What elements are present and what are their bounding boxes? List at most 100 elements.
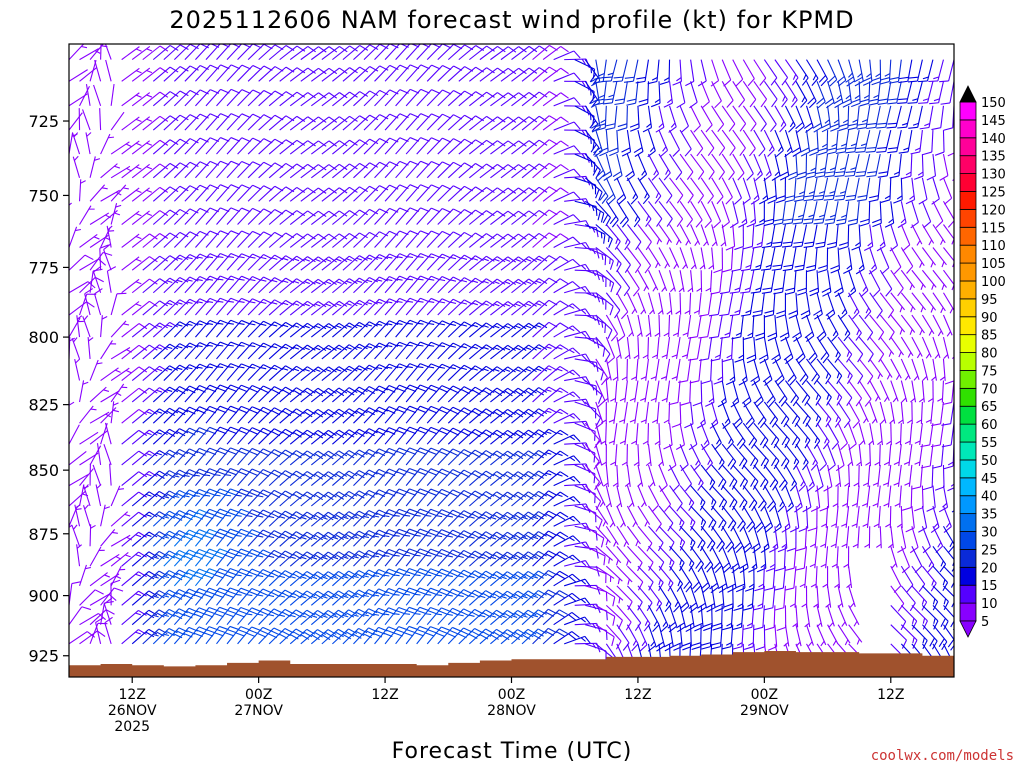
wind-barb xyxy=(226,587,250,606)
wind-barb xyxy=(332,322,358,338)
wind-barb xyxy=(321,429,348,445)
credit-link[interactable]: coolwx.com/models xyxy=(871,748,1014,764)
wind-barb xyxy=(247,509,272,527)
wind-barb xyxy=(289,233,316,248)
wind-barb xyxy=(300,164,327,179)
wind-barb xyxy=(85,132,92,155)
wind-barb xyxy=(300,471,327,487)
wind-barb xyxy=(131,322,158,338)
wind-barb xyxy=(405,405,430,424)
wind-barb xyxy=(121,511,147,527)
wind-barb xyxy=(152,510,178,527)
wind-barb xyxy=(121,187,142,202)
wind-barb xyxy=(76,315,83,338)
wind-barb xyxy=(163,138,189,155)
wind-barb xyxy=(247,320,273,338)
x-tick-label: 00Z xyxy=(498,687,525,703)
wind-barb xyxy=(205,587,229,606)
wind-barb xyxy=(310,387,337,403)
wind-barb xyxy=(103,444,112,466)
wind-barb xyxy=(152,209,179,225)
wind-barb xyxy=(72,132,81,155)
wind-barb xyxy=(74,504,81,527)
wind-barb xyxy=(131,408,158,424)
wind-barb xyxy=(237,320,262,338)
wind-barb xyxy=(310,551,337,567)
wind-barb xyxy=(205,341,230,360)
wind-barb xyxy=(226,384,251,403)
wind-barb xyxy=(69,378,70,381)
colorbar-segment xyxy=(959,459,977,479)
wind-barb xyxy=(216,587,240,606)
wind-barb xyxy=(237,607,261,626)
colorbar-label: 65 xyxy=(981,400,998,415)
wind-barb xyxy=(216,606,240,626)
wind-barb xyxy=(353,138,379,155)
wind-barb xyxy=(152,162,179,179)
wind-barb xyxy=(205,384,230,403)
wind-barb xyxy=(289,471,316,487)
wind-barb xyxy=(142,511,168,527)
wind-barb xyxy=(237,468,261,486)
wind-barb xyxy=(104,44,112,60)
wind-barb xyxy=(173,65,199,82)
wind-barb xyxy=(300,429,327,445)
colorbar-max-arrow xyxy=(959,85,977,103)
y-tick-label: 875 xyxy=(28,525,59,544)
wind-barb xyxy=(152,449,178,466)
wind-barb xyxy=(353,114,379,131)
wind-barb xyxy=(237,529,261,547)
wind-barb xyxy=(82,315,91,338)
wind-barb xyxy=(289,366,316,381)
wind-barb xyxy=(142,67,169,82)
wind-barb xyxy=(110,401,119,424)
wind-barb xyxy=(110,203,122,225)
wind-barb xyxy=(342,490,368,507)
wind-barb xyxy=(103,597,113,625)
colorbar-label: 150 xyxy=(981,96,1006,111)
wind-barb xyxy=(342,299,368,316)
wind-barb xyxy=(247,468,272,486)
wind-barb xyxy=(131,531,158,547)
wind-barb xyxy=(110,579,121,606)
wind-barb xyxy=(131,140,153,155)
wind-barb xyxy=(310,301,337,316)
wind-barb xyxy=(69,424,80,445)
y-tick-label: 850 xyxy=(28,461,59,480)
wind-barb xyxy=(405,341,430,360)
wind-barb xyxy=(279,67,306,82)
wind-barb xyxy=(216,384,240,403)
wind-barb xyxy=(121,233,142,248)
wind-barb xyxy=(289,140,316,155)
wind-barb xyxy=(321,450,348,466)
wind-barb xyxy=(353,90,379,107)
wind-barb xyxy=(342,139,369,155)
wind-barb xyxy=(300,629,326,645)
wind-barb xyxy=(226,488,251,507)
y-tick-label: 800 xyxy=(28,328,59,347)
colorbar-segment xyxy=(959,101,977,121)
colorbar: 5 10 15 20 25 30 35 40 45 50 55 60 65 70 75 80 85 90 95 100… xyxy=(959,85,1006,638)
colorbar-label: 70 xyxy=(981,382,998,397)
wind-barb xyxy=(226,528,251,547)
wind-barb xyxy=(131,366,158,381)
wind-barb xyxy=(321,551,347,567)
wind-barb xyxy=(395,467,419,486)
wind-barb xyxy=(310,344,337,360)
wind-barb xyxy=(131,571,158,587)
wind-barb xyxy=(237,588,261,606)
wind-barb xyxy=(142,531,168,547)
wind-barb xyxy=(121,429,148,445)
colorbar-label: 130 xyxy=(981,168,1006,183)
wind-barb xyxy=(416,341,441,360)
wind-barb xyxy=(258,530,283,547)
wind-barb xyxy=(300,551,327,567)
wind-barb xyxy=(216,230,240,248)
wind-barb xyxy=(216,426,240,445)
colorbar-segment xyxy=(959,370,977,389)
wind-barb xyxy=(121,590,147,606)
wind-barb xyxy=(332,344,358,360)
wind-barb xyxy=(247,385,273,403)
wind-barb xyxy=(310,450,337,466)
wind-barb xyxy=(216,297,240,316)
